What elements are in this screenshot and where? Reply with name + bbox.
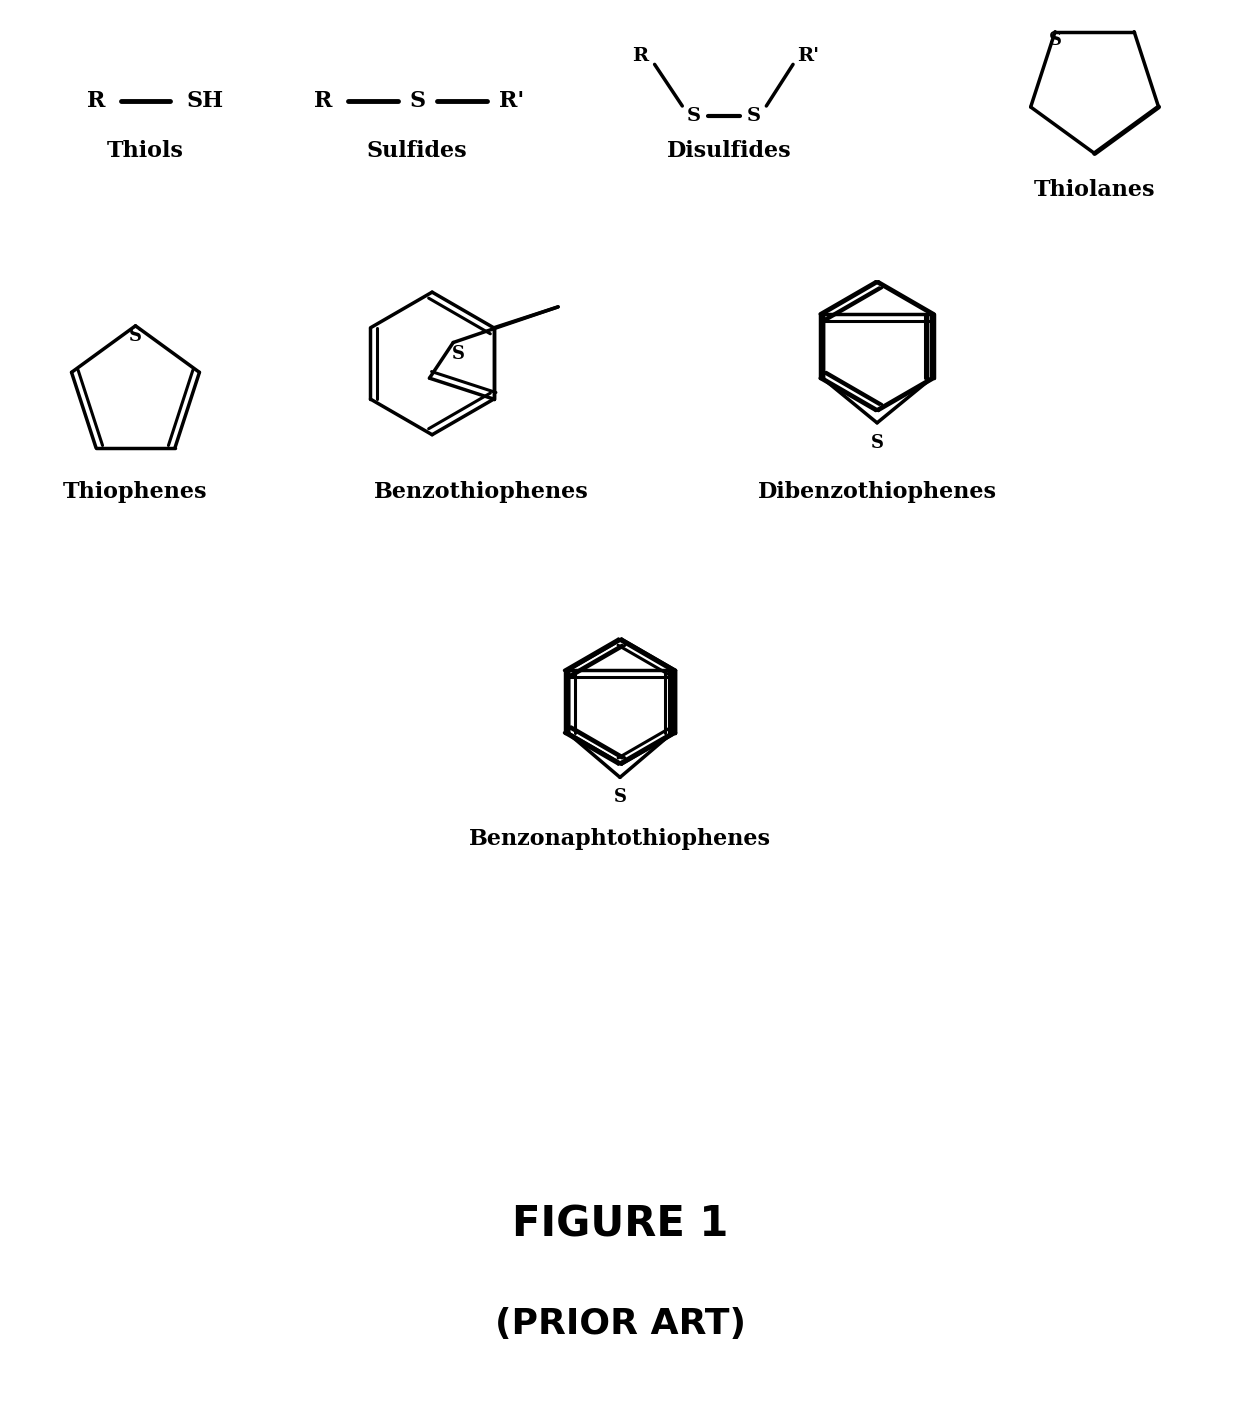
Text: Sulfides: Sulfides [367,140,467,161]
Text: (PRIOR ART): (PRIOR ART) [495,1308,745,1340]
Text: Disulfides: Disulfides [666,140,791,161]
Text: R: R [87,90,105,113]
Text: R': R' [498,90,523,113]
Text: S: S [687,107,701,125]
Text: R': R' [797,47,818,66]
Text: Benzothiophenes: Benzothiophenes [374,481,589,503]
Text: R: R [314,90,332,113]
Text: R: R [631,47,647,66]
Text: FIGURE 1: FIGURE 1 [512,1204,728,1246]
Text: Dibenzothiophenes: Dibenzothiophenes [758,481,997,503]
Text: S: S [129,327,143,345]
Text: S: S [409,90,425,113]
Text: S: S [451,345,465,364]
Text: S: S [870,434,884,452]
Text: Thiophenes: Thiophenes [63,481,208,503]
Text: S: S [614,789,626,806]
Text: S: S [1049,30,1061,48]
Text: Thiols: Thiols [107,140,184,161]
Text: Benzonaphtothiophenes: Benzonaphtothiophenes [469,827,771,850]
Text: Thiolanes: Thiolanes [1034,180,1156,201]
Text: S: S [746,107,760,125]
Text: SH: SH [186,90,223,113]
